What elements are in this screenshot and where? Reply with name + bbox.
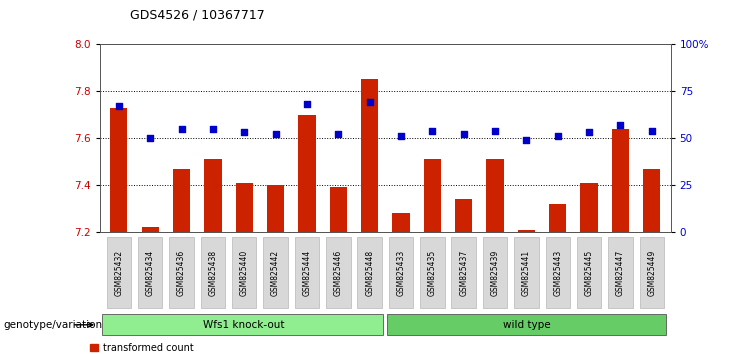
Bar xyxy=(236,183,253,232)
Point xyxy=(520,137,532,143)
Text: genotype/variation: genotype/variation xyxy=(4,320,103,330)
FancyBboxPatch shape xyxy=(608,237,633,308)
Bar xyxy=(393,213,410,232)
FancyBboxPatch shape xyxy=(639,237,664,308)
FancyBboxPatch shape xyxy=(545,237,570,308)
Point xyxy=(395,133,407,139)
Point xyxy=(270,131,282,137)
Text: GSM825442: GSM825442 xyxy=(271,250,280,296)
Bar xyxy=(361,79,378,232)
Text: GSM825441: GSM825441 xyxy=(522,250,531,296)
Text: GSM825449: GSM825449 xyxy=(648,250,657,296)
FancyBboxPatch shape xyxy=(169,237,194,308)
FancyBboxPatch shape xyxy=(357,237,382,308)
Text: GSM825432: GSM825432 xyxy=(114,250,123,296)
Point xyxy=(176,126,187,132)
Text: GSM825444: GSM825444 xyxy=(302,250,311,296)
Bar xyxy=(424,159,441,232)
FancyBboxPatch shape xyxy=(576,237,601,308)
Text: GSM825440: GSM825440 xyxy=(240,250,249,296)
Text: GSM825434: GSM825434 xyxy=(146,250,155,296)
Bar xyxy=(580,183,598,232)
Text: Wfs1 knock-out: Wfs1 knock-out xyxy=(204,320,285,330)
Legend: transformed count, percentile rank within the sample: transformed count, percentile rank withi… xyxy=(90,343,268,354)
Point xyxy=(333,131,345,137)
Bar xyxy=(486,159,504,232)
Bar xyxy=(455,199,472,232)
Text: GSM825439: GSM825439 xyxy=(491,250,499,296)
FancyBboxPatch shape xyxy=(388,314,666,335)
FancyBboxPatch shape xyxy=(201,237,225,308)
Bar xyxy=(299,115,316,232)
Text: GSM825435: GSM825435 xyxy=(428,250,437,296)
FancyBboxPatch shape xyxy=(451,237,476,308)
Bar xyxy=(267,185,285,232)
FancyBboxPatch shape xyxy=(389,237,413,308)
Point xyxy=(614,122,626,128)
Text: GSM825433: GSM825433 xyxy=(396,250,405,296)
FancyBboxPatch shape xyxy=(483,237,508,308)
FancyBboxPatch shape xyxy=(263,237,288,308)
FancyBboxPatch shape xyxy=(107,237,131,308)
Point xyxy=(458,131,470,137)
FancyBboxPatch shape xyxy=(326,237,350,308)
FancyBboxPatch shape xyxy=(514,237,539,308)
Bar xyxy=(518,229,535,232)
Text: GSM825436: GSM825436 xyxy=(177,250,186,296)
FancyBboxPatch shape xyxy=(232,237,256,308)
Point xyxy=(426,128,438,133)
Bar xyxy=(173,169,190,232)
Bar xyxy=(205,159,222,232)
Point xyxy=(364,99,376,105)
Bar xyxy=(142,227,159,232)
Text: GSM825438: GSM825438 xyxy=(208,250,217,296)
FancyBboxPatch shape xyxy=(295,237,319,308)
FancyBboxPatch shape xyxy=(138,237,162,308)
Text: GSM825437: GSM825437 xyxy=(459,250,468,296)
Text: GSM825443: GSM825443 xyxy=(554,250,562,296)
Bar xyxy=(612,129,629,232)
Bar xyxy=(643,169,660,232)
Point xyxy=(301,102,313,107)
Text: GSM825445: GSM825445 xyxy=(585,250,594,296)
Bar xyxy=(110,108,127,232)
Point xyxy=(239,130,250,135)
Point xyxy=(207,126,219,132)
Bar xyxy=(549,204,566,232)
Point xyxy=(552,133,564,139)
Text: wild type: wild type xyxy=(502,320,551,330)
Text: GSM825448: GSM825448 xyxy=(365,250,374,296)
FancyBboxPatch shape xyxy=(420,237,445,308)
Point xyxy=(144,135,156,141)
Point xyxy=(113,103,124,109)
Point xyxy=(583,130,595,135)
Point xyxy=(489,128,501,133)
Text: GSM825447: GSM825447 xyxy=(616,250,625,296)
FancyBboxPatch shape xyxy=(102,314,383,335)
Text: GSM825446: GSM825446 xyxy=(333,250,343,296)
Point xyxy=(646,128,658,133)
Bar xyxy=(330,187,347,232)
Text: GDS4526 / 10367717: GDS4526 / 10367717 xyxy=(130,8,265,21)
